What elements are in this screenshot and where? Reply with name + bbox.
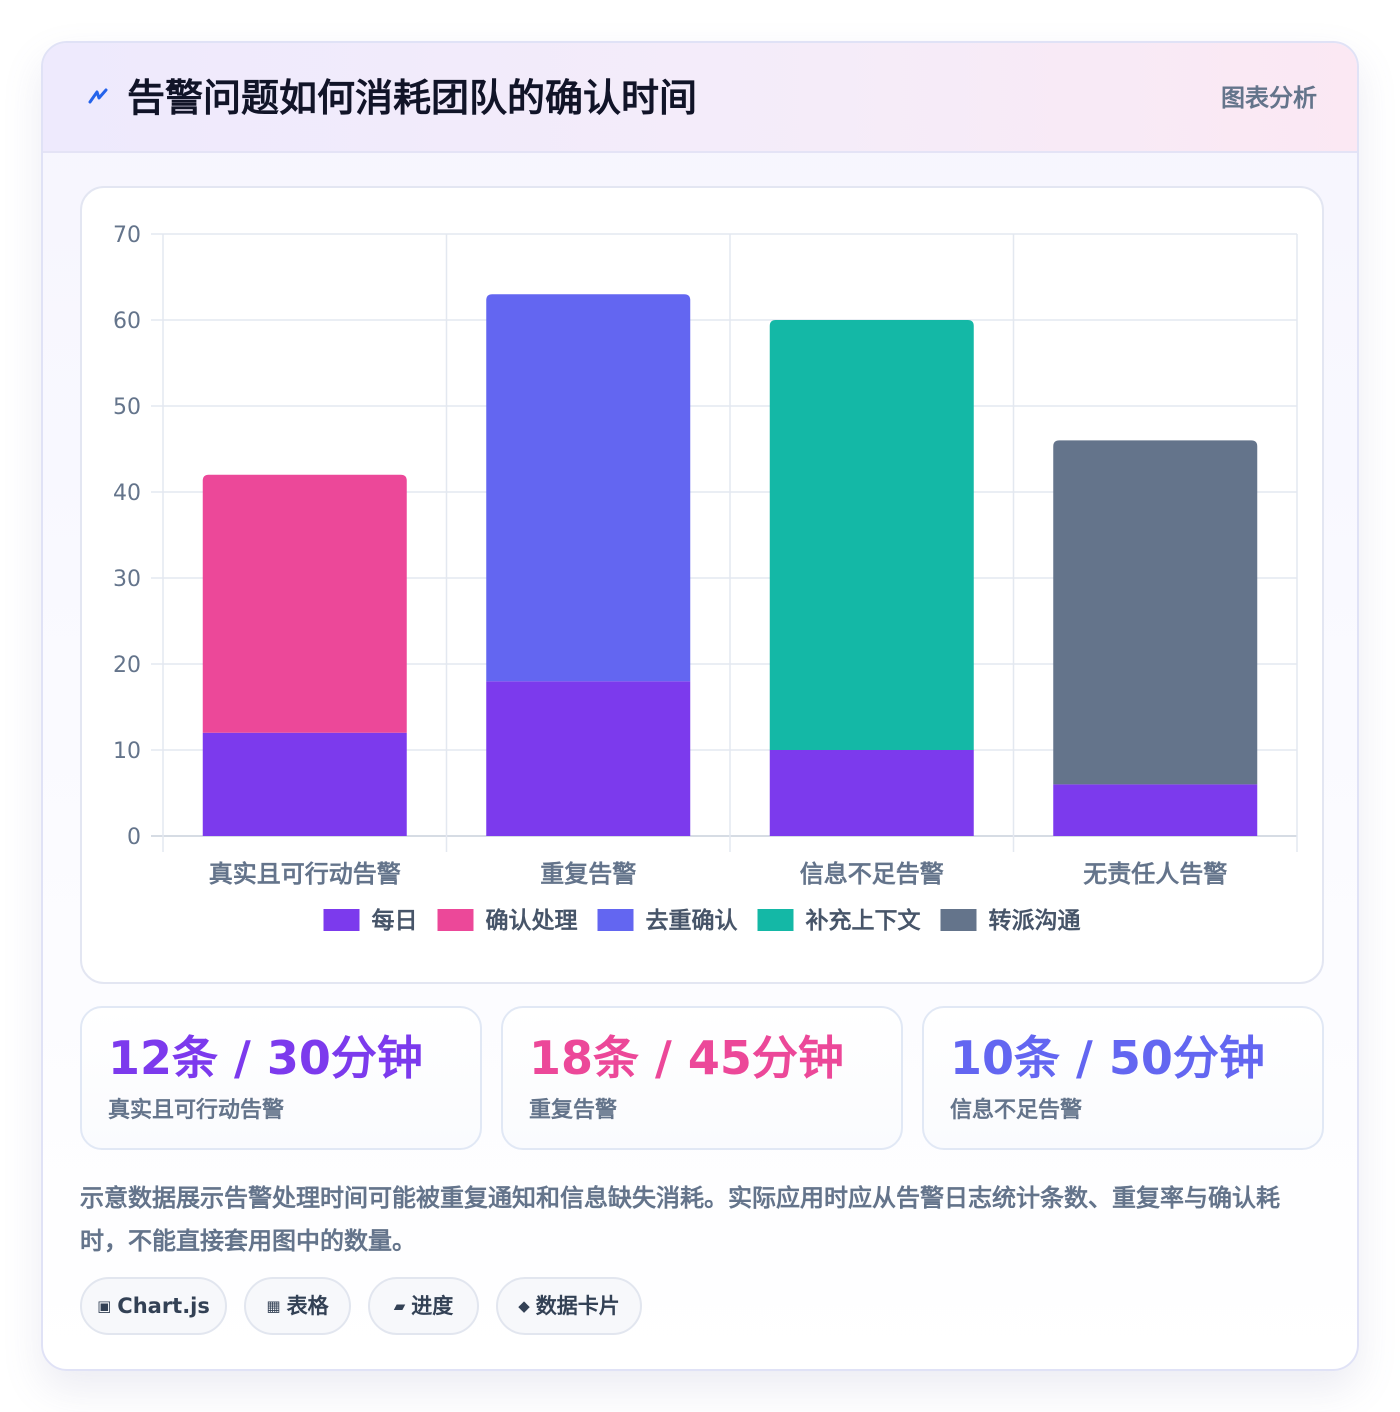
progress-bar-icon: ▰ bbox=[393, 1297, 406, 1315]
bar-segment bbox=[486, 681, 691, 836]
bar-segment bbox=[1053, 784, 1258, 836]
y-tick-label: 0 bbox=[127, 825, 141, 850]
y-tick-label: 10 bbox=[113, 739, 141, 764]
legend-label: 补充上下文 bbox=[806, 907, 922, 934]
stat-value: 10条 / 50分钟 bbox=[950, 1031, 1265, 1085]
bar-segment bbox=[1053, 440, 1258, 785]
chip-label: 表格 bbox=[286, 1294, 329, 1318]
y-tick-label: 40 bbox=[113, 481, 141, 506]
y-tick-label: 70 bbox=[113, 223, 141, 248]
chip-data-card[interactable]: ◆ 数据卡片 bbox=[496, 1277, 642, 1335]
chart-card: 告警问题如何消耗团队的确认时间 图表分析 0 10 20 30 40 50 60 70 真实且可… bbox=[41, 41, 1359, 1371]
chip-progress[interactable]: ▰ 进度 bbox=[368, 1277, 479, 1335]
legend-swatch bbox=[323, 909, 360, 931]
bar-segment bbox=[769, 320, 974, 750]
legend-label: 确认处理 bbox=[486, 908, 578, 934]
legend-label: 每日 bbox=[372, 907, 418, 934]
card-header: 告警问题如何消耗团队的确认时间 图表分析 bbox=[43, 43, 1357, 153]
stat-label: 真实且可行动告警 bbox=[108, 1098, 285, 1123]
chip-label: Chart.js bbox=[117, 1294, 210, 1318]
stat-value: 18条 / 45分钟 bbox=[529, 1031, 844, 1085]
y-tick-label: 30 bbox=[113, 567, 141, 592]
chart-analysis-tag: 图表分析 bbox=[1221, 84, 1317, 112]
legend-swatch bbox=[597, 909, 634, 931]
stat-card-duplicate: 18条 / 45分钟 重复告警 bbox=[501, 1006, 903, 1150]
table-grid-icon: ▦ bbox=[266, 1297, 281, 1315]
x-tick-label: 无责任人告警 bbox=[1083, 860, 1227, 888]
legend-label: 转派沟通 bbox=[989, 907, 1081, 934]
legend-label: 去重确认 bbox=[646, 908, 738, 934]
bar-segment bbox=[202, 474, 407, 733]
stat-card-actionable: 12条 / 30分钟 真实且可行动告警 bbox=[80, 1006, 482, 1150]
chip-label: 数据卡片 bbox=[535, 1294, 620, 1318]
chart-square-icon: ▣ bbox=[97, 1297, 112, 1315]
page-title: 告警问题如何消耗团队的确认时间 bbox=[127, 76, 698, 120]
x-tick-label: 真实且可行动告警 bbox=[209, 860, 401, 888]
stat-label: 信息不足告警 bbox=[950, 1098, 1083, 1123]
chip-chartjs[interactable]: ▣ Chart.js bbox=[80, 1277, 227, 1335]
lightning-icon bbox=[88, 88, 108, 104]
diamond-icon: ◆ bbox=[518, 1297, 530, 1315]
chip-label: 进度 bbox=[411, 1294, 454, 1318]
bar-segment bbox=[486, 294, 691, 682]
bar-segment bbox=[202, 732, 407, 836]
stat-cards: 12条 / 30分钟 真实且可行动告警 18条 / 45分钟 重复告警 10条 … bbox=[80, 1006, 1324, 1150]
footnote: 示意数据展示告警处理时间可能被重复通知和信息缺失消耗。实际应用时应从告警日志统计… bbox=[80, 1184, 1280, 1255]
x-tick-label: 重复告警 bbox=[540, 860, 636, 888]
x-tick-label: 信息不足告警 bbox=[800, 860, 944, 888]
stat-value: 12条 / 30分钟 bbox=[108, 1031, 423, 1085]
y-tick-label: 60 bbox=[113, 309, 141, 334]
stat-card-insufficient: 10条 / 50分钟 信息不足告警 bbox=[922, 1006, 1324, 1150]
chart-panel: 0 10 20 30 40 50 60 70 真实且可行动告警 重复告警 信息不足告警 无责任人告警每… bbox=[80, 186, 1324, 984]
y-tick-label: 20 bbox=[113, 653, 141, 678]
stacked-bar-chart: 0 10 20 30 40 50 60 70 真实且可行动告警 重复告警 信息不足告警 无责任人告警每… bbox=[113, 223, 1298, 934]
stat-label: 重复告警 bbox=[529, 1098, 618, 1123]
bar-segment bbox=[769, 750, 974, 836]
y-tick-label: 50 bbox=[113, 395, 141, 420]
chip-table[interactable]: ▦ 表格 bbox=[244, 1277, 351, 1335]
legend-swatch bbox=[940, 909, 977, 931]
legend-swatch bbox=[757, 909, 794, 931]
legend-swatch bbox=[437, 909, 474, 931]
